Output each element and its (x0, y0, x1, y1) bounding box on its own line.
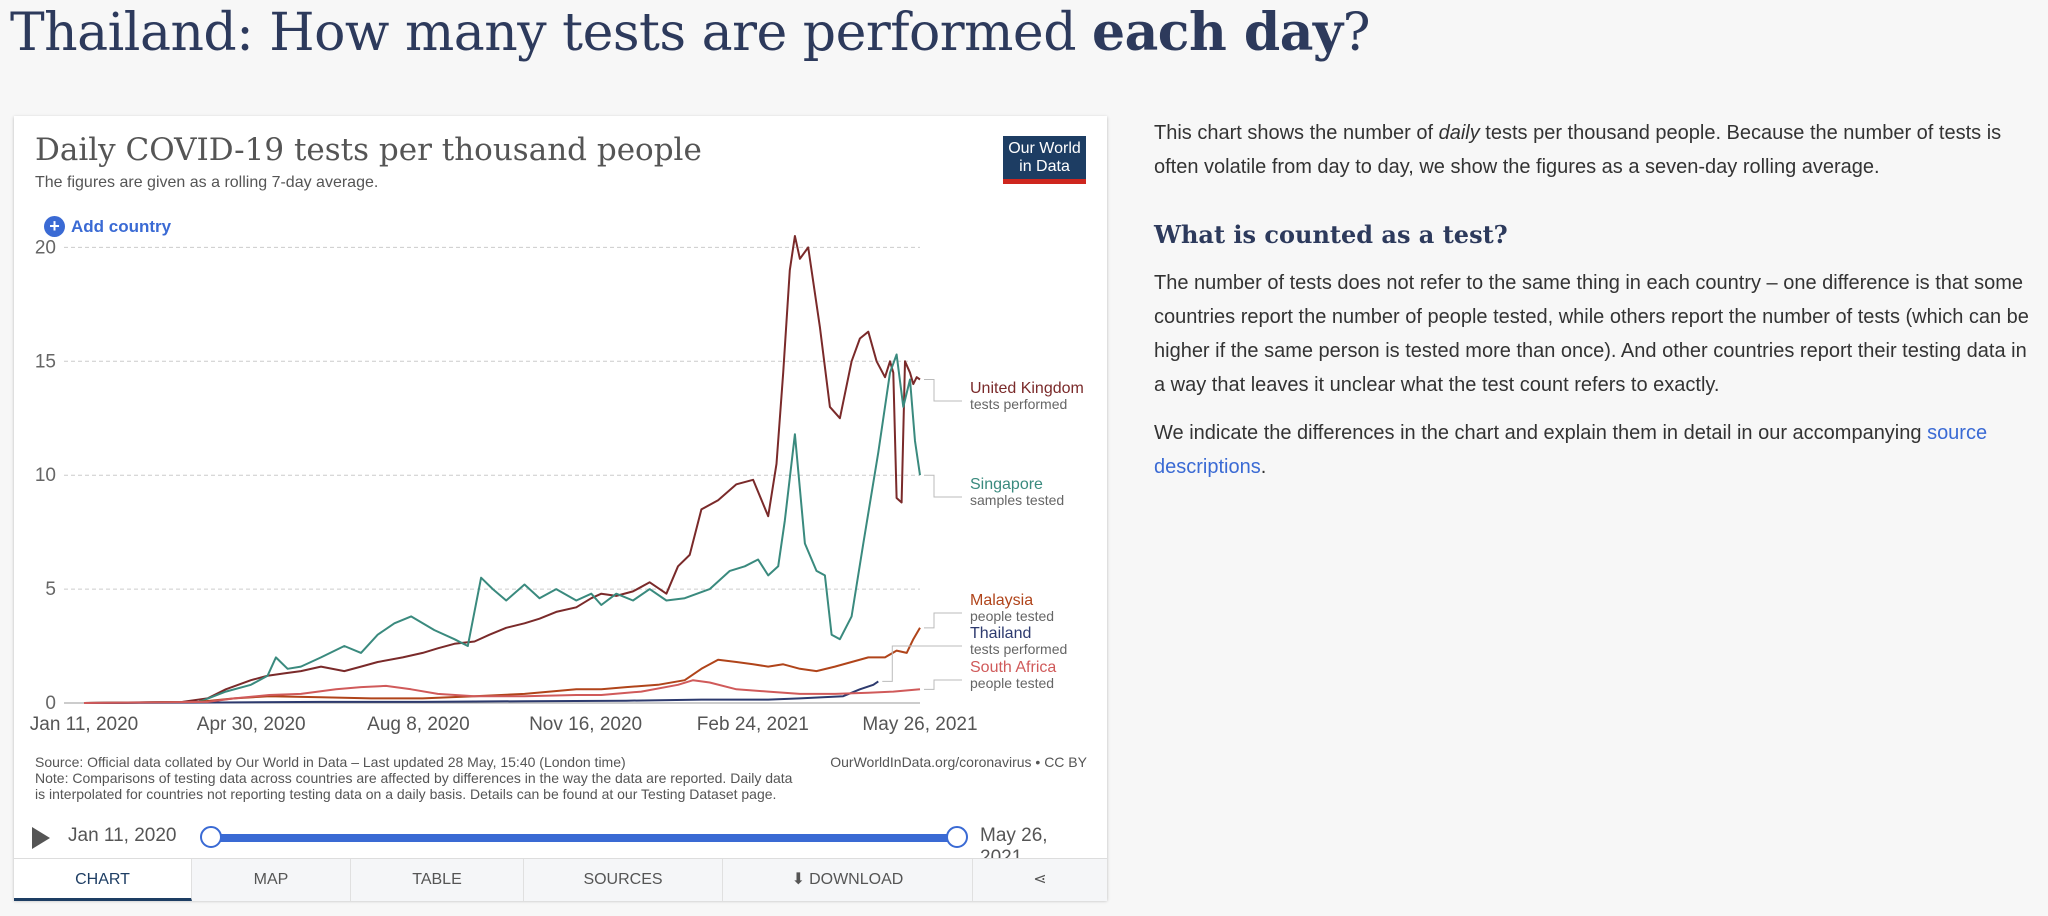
source-descriptions-link[interactable]: source descriptions (1154, 422, 1988, 478)
y-tick-label: 5 (45, 579, 56, 600)
chart-source: Source: Official data collated by Our Wo… (35, 754, 795, 802)
label-connector (924, 474, 962, 498)
timeline-end-handle[interactable] (946, 826, 968, 848)
chart-card: Daily COVID-19 tests per thousand people… (14, 116, 1107, 901)
series-label: Singapore (970, 476, 1043, 493)
tab-download-label: DOWNLOAD (809, 871, 904, 888)
chart-subtitle: The figures are given as a rolling 7-day… (35, 174, 379, 191)
series-line (83, 680, 879, 704)
differences-paragraph: We indicate the differences in the chart… (1154, 416, 2034, 484)
intro-text-a: This chart shows the number of (1154, 122, 1439, 144)
page-title: Thailand: How many tests are performed e… (10, 2, 1371, 63)
y-tick-label: 20 (35, 237, 56, 258)
intro-text-b: tests per thousand people. Because the n… (1154, 122, 2002, 178)
label-connector (924, 679, 962, 690)
x-tick-label: Jan 11, 2020 (30, 714, 138, 735)
y-tick-label: 0 (45, 693, 56, 714)
timeline: Jan 11, 2020 May 26, 2021 (32, 822, 1092, 868)
series-desc: people tested (970, 675, 1054, 691)
series-label: South Africa (970, 659, 1056, 676)
x-tick-label: Nov 16, 2020 (529, 714, 642, 735)
counting-paragraph: The number of tests does not refer to th… (1154, 272, 2029, 396)
differences-end: . (1260, 456, 1267, 478)
timeline-track[interactable] (208, 834, 954, 842)
series-desc: tests performed (970, 396, 1067, 412)
logo-line-2: in Data (1019, 158, 1070, 175)
owid-logo[interactable]: Our World in Data (1003, 136, 1086, 184)
label-connector (924, 379, 962, 402)
page-title-text: Thailand: How many tests are performed (10, 3, 1093, 63)
x-tick-label: Aug 8, 2020 (367, 714, 469, 735)
intro-paragraph: This chart shows the number of daily tes… (1154, 116, 2034, 184)
x-tick-label: Feb 24, 2021 (697, 714, 809, 735)
tab-map[interactable]: MAP (192, 859, 351, 901)
note-text: Note: Comparisons of testing data across… (35, 770, 793, 802)
page-title-emphasis: each day (1092, 2, 1343, 63)
x-tick-label: May 26, 2021 (862, 714, 977, 735)
timeline-start-label: Jan 11, 2020 (68, 825, 177, 846)
chart-title: Daily COVID-19 tests per thousand people (35, 132, 702, 168)
series-desc: tests performed (970, 641, 1067, 657)
plus-circle-icon: + (44, 216, 65, 237)
series-line (83, 235, 921, 704)
series-label: Malaysia (970, 592, 1033, 609)
label-connector (924, 612, 962, 629)
play-icon[interactable] (32, 827, 50, 849)
download-icon: ⬇ (791, 871, 806, 888)
tab-table[interactable]: TABLE (351, 859, 524, 901)
chart-tabs: CHART MAP TABLE SOURCES ⬇ DOWNLOAD ⋖ (14, 858, 1107, 901)
y-tick-label: 10 (35, 465, 56, 486)
add-country-label: Add country (71, 216, 172, 236)
series-label: Thailand (970, 625, 1031, 642)
share-icon: ⋖ (1033, 871, 1047, 888)
add-country-button[interactable]: + Add country (44, 216, 171, 237)
series-desc: samples tested (970, 492, 1064, 508)
page-title-end: ? (1342, 3, 1371, 63)
line-chart: 0 5 10 15 20 Jan 11, 2020 Apr 30, 2020 Aug 8, 2… (30, 235, 1084, 735)
chart-credit: OurWorldInData.org/coronavirus • CC BY (830, 754, 1087, 770)
source-text: Source: Official data collated by Our Wo… (35, 754, 626, 770)
tab-download[interactable]: ⬇ DOWNLOAD (723, 859, 973, 901)
series-desc: people tested (970, 608, 1054, 624)
side-description: This chart shows the number of daily tes… (1154, 116, 2034, 498)
logo-line-1: Our World (1008, 140, 1081, 157)
y-tick-label: 15 (35, 351, 56, 372)
section-heading: What is counted as a test? (1154, 220, 1508, 249)
series-label: United Kingdom (970, 380, 1084, 397)
series-line (83, 627, 921, 704)
timeline-start-handle[interactable] (200, 826, 222, 848)
series-line (83, 353, 921, 704)
series-line (83, 679, 921, 704)
x-tick-label: Apr 30, 2020 (197, 714, 306, 735)
tab-sources[interactable]: SOURCES (524, 859, 723, 901)
tab-chart[interactable]: CHART (14, 859, 192, 901)
share-button[interactable]: ⋖ (973, 859, 1107, 901)
intro-emphasis: daily (1438, 122, 1480, 144)
differences-text: We indicate the differences in the chart… (1154, 422, 1928, 444)
label-connector (882, 645, 962, 682)
